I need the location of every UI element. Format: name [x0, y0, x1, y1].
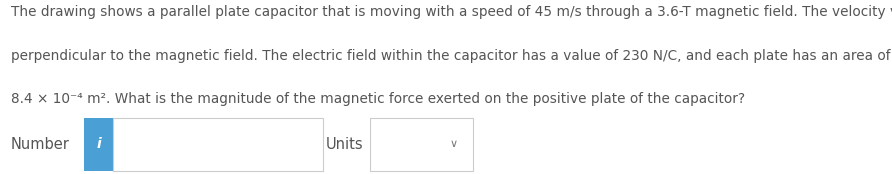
- Text: Number: Number: [11, 137, 70, 152]
- FancyBboxPatch shape: [370, 118, 473, 171]
- Text: perpendicular to the magnetic field. The electric field within the capacitor has: perpendicular to the magnetic field. The…: [11, 49, 890, 63]
- Text: ∨: ∨: [449, 139, 458, 149]
- Text: The drawing shows a parallel plate capacitor that is moving with a speed of 45 m: The drawing shows a parallel plate capac…: [11, 5, 892, 19]
- FancyBboxPatch shape: [84, 118, 113, 171]
- FancyBboxPatch shape: [113, 118, 323, 171]
- Text: 8.4 × 10⁻⁴ m². What is the magnitude of the magnetic force exerted on the positi: 8.4 × 10⁻⁴ m². What is the magnitude of …: [11, 92, 745, 106]
- Text: i: i: [96, 137, 101, 151]
- Text: Units: Units: [326, 137, 363, 152]
